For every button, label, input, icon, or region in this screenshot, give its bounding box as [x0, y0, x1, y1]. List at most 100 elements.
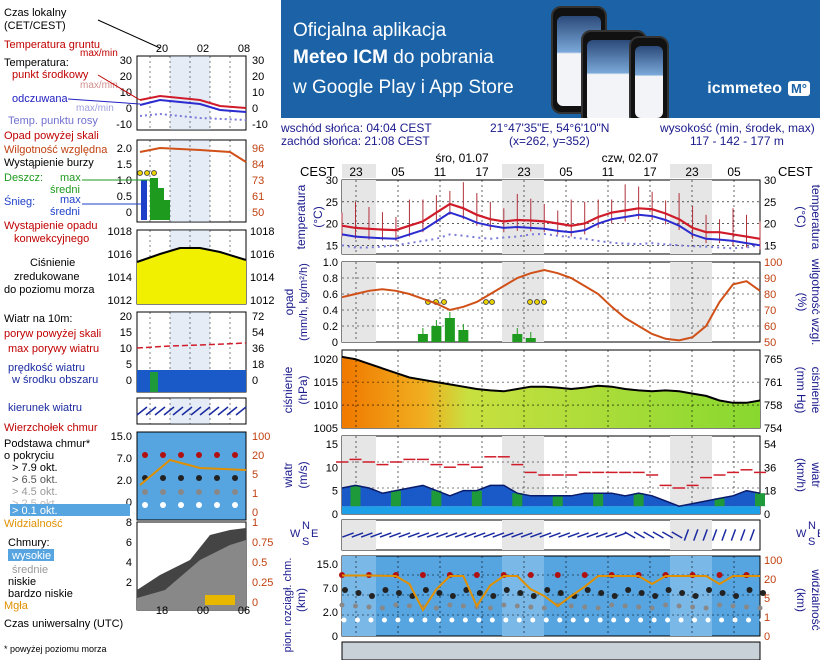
cloud-base-65 — [733, 593, 740, 599]
legend-c01-bg — [10, 504, 130, 516]
legend-cloud-dot — [196, 502, 202, 508]
storm-marker — [534, 299, 540, 305]
cloud-base-01 — [611, 617, 617, 623]
humidity-title: wilgotność wzgl. — [809, 258, 820, 346]
wind-dir-arrow — [633, 531, 645, 539]
legend-precip-bar-2 — [158, 188, 164, 220]
cloud-base-01 — [584, 617, 590, 623]
wind-dir-arrow — [605, 532, 618, 538]
compass-right-w: W — [796, 528, 807, 540]
hour-tick: 17 — [475, 165, 489, 179]
legend-vis-tick-right: 1 — [252, 488, 258, 500]
humidity-tick-right: 70 — [764, 305, 776, 317]
legend-press-tick-left: 1014 — [108, 272, 132, 284]
wind-tick-left: 15 — [326, 439, 338, 451]
precip-tick-left: 0.8 — [323, 273, 338, 285]
cloud-base-01 — [422, 617, 428, 623]
legend-vis-tick-right: 0 — [252, 507, 258, 519]
pressure-tick-left: 1015 — [314, 377, 338, 389]
app-promo-banner[interactable]: Oficjalna aplikacja Meteo ICM do pobrani… — [281, 0, 820, 118]
compass-w: W — [290, 528, 301, 540]
cloud-base-45 — [690, 604, 696, 610]
day2-label: czw, 02.07 — [602, 151, 659, 165]
storm-marker — [483, 299, 489, 305]
legend-dew-line — [139, 112, 247, 121]
legend-time-pointer — [97, 19, 161, 49]
legend-cloud-dot — [142, 502, 148, 508]
cloud-base-45 — [501, 602, 507, 608]
legend-convective: konwekcyjnego — [14, 233, 89, 245]
legend-wind10: Wiatr na 10m: — [4, 313, 72, 325]
temp-tick-right: 30 — [764, 175, 776, 187]
cloud-title: pion. rozciągł. chm. — [282, 558, 294, 653]
legend-press-tick-left: 1012 — [108, 295, 132, 307]
wind-speed-bar — [471, 490, 482, 507]
cloud-base-01 — [557, 617, 563, 623]
legend-vis-tick-right: 20 — [252, 450, 264, 462]
temp-panel-night-band — [502, 180, 544, 254]
cloud-base-45 — [393, 602, 399, 608]
wind-title: wiatr — [281, 462, 295, 488]
legend-snow-bar — [141, 180, 147, 220]
legend-c79: > 7.9 okt. — [12, 462, 58, 474]
legend-wind-tick-left: 10 — [120, 343, 132, 355]
legend-cl-tick-right: 0.5 — [252, 557, 267, 569]
legend-wind-dir-arrow — [154, 406, 166, 416]
visibility-tick-right: 1 — [764, 612, 770, 624]
temp-tick-left: 15 — [326, 240, 338, 252]
legend-humidity: Wilgotność względna — [4, 144, 108, 156]
pressure-tick-left: 1020 — [314, 354, 338, 366]
legend-cloud-tick-left: 15.0 — [111, 431, 132, 443]
legend-temp-tick-left: 0 — [126, 103, 132, 115]
hour-tick: 05 — [391, 165, 405, 179]
legend-wind-tick-right: 54 — [252, 327, 264, 339]
wind-dir-arrow — [501, 532, 514, 538]
legend-wind-dir-arrow — [181, 406, 193, 416]
wind-speed-bar — [350, 485, 361, 507]
wind-dir-arrow — [473, 532, 486, 538]
cloud-base-45 — [595, 605, 601, 611]
wind-dir-arrow — [454, 532, 467, 538]
storm-marker — [527, 299, 533, 305]
hour-tick: 23 — [349, 165, 363, 179]
cloud-base-79 — [716, 572, 723, 578]
legend-cl-tick-left: 6 — [126, 537, 132, 549]
banner-line1: Oficjalna aplikacja — [293, 20, 447, 41]
wind-speed-bar — [755, 493, 765, 507]
coords-text: 21°47'35"E, 54°6'10"N — [490, 121, 610, 135]
legend-high-bg — [8, 549, 54, 561]
cloud-tick-left: 2.0 — [323, 607, 338, 619]
legend-feels-pointer — [67, 98, 141, 105]
legend-snow-max: max — [60, 194, 81, 206]
wind-dir-arrow — [407, 532, 420, 538]
wind-tick-left: 5 — [332, 486, 338, 498]
cloud-base-65 — [692, 593, 699, 599]
legend-temp-line — [139, 94, 247, 109]
legend-utc: Czas uniwersalny (UTC) — [4, 618, 123, 630]
phone-image-3 — [629, 36, 669, 118]
legend-precip-tick-left: 0.5 — [117, 191, 132, 203]
legend-wind-dir-arrow — [208, 406, 220, 416]
humidity-tick-right: 100 — [764, 257, 782, 269]
legend-wind-tick-right: 72 — [252, 311, 264, 323]
legend-wind-dir-arrow — [163, 406, 175, 416]
wind-tick-left: 10 — [326, 462, 338, 474]
wind-dir-arrow — [464, 532, 477, 538]
wind-kmh-unit: (km/h) — [794, 458, 808, 492]
cloud-base-65 — [342, 587, 348, 593]
wind-dir-arrow — [662, 531, 674, 539]
legend-wind-tick-right: 18 — [252, 359, 264, 371]
legend-reduced: zredukowane — [14, 271, 79, 283]
legend-clouds-mid — [137, 540, 246, 610]
cloud-base-01 — [705, 617, 711, 623]
wind-dir-arrow — [624, 531, 636, 539]
wind-dir-arrow — [567, 532, 580, 538]
legend-temp-label: Temperatura: — [4, 57, 69, 69]
legend-medium: średnie — [12, 564, 48, 576]
legend-sea: do poziomu morza — [4, 284, 95, 296]
cloud-base-01 — [597, 617, 603, 623]
cloud-base-65 — [598, 590, 605, 596]
legend-cloud-dot — [214, 489, 220, 495]
height-values: 117 - 142 - 177 m — [690, 134, 784, 148]
